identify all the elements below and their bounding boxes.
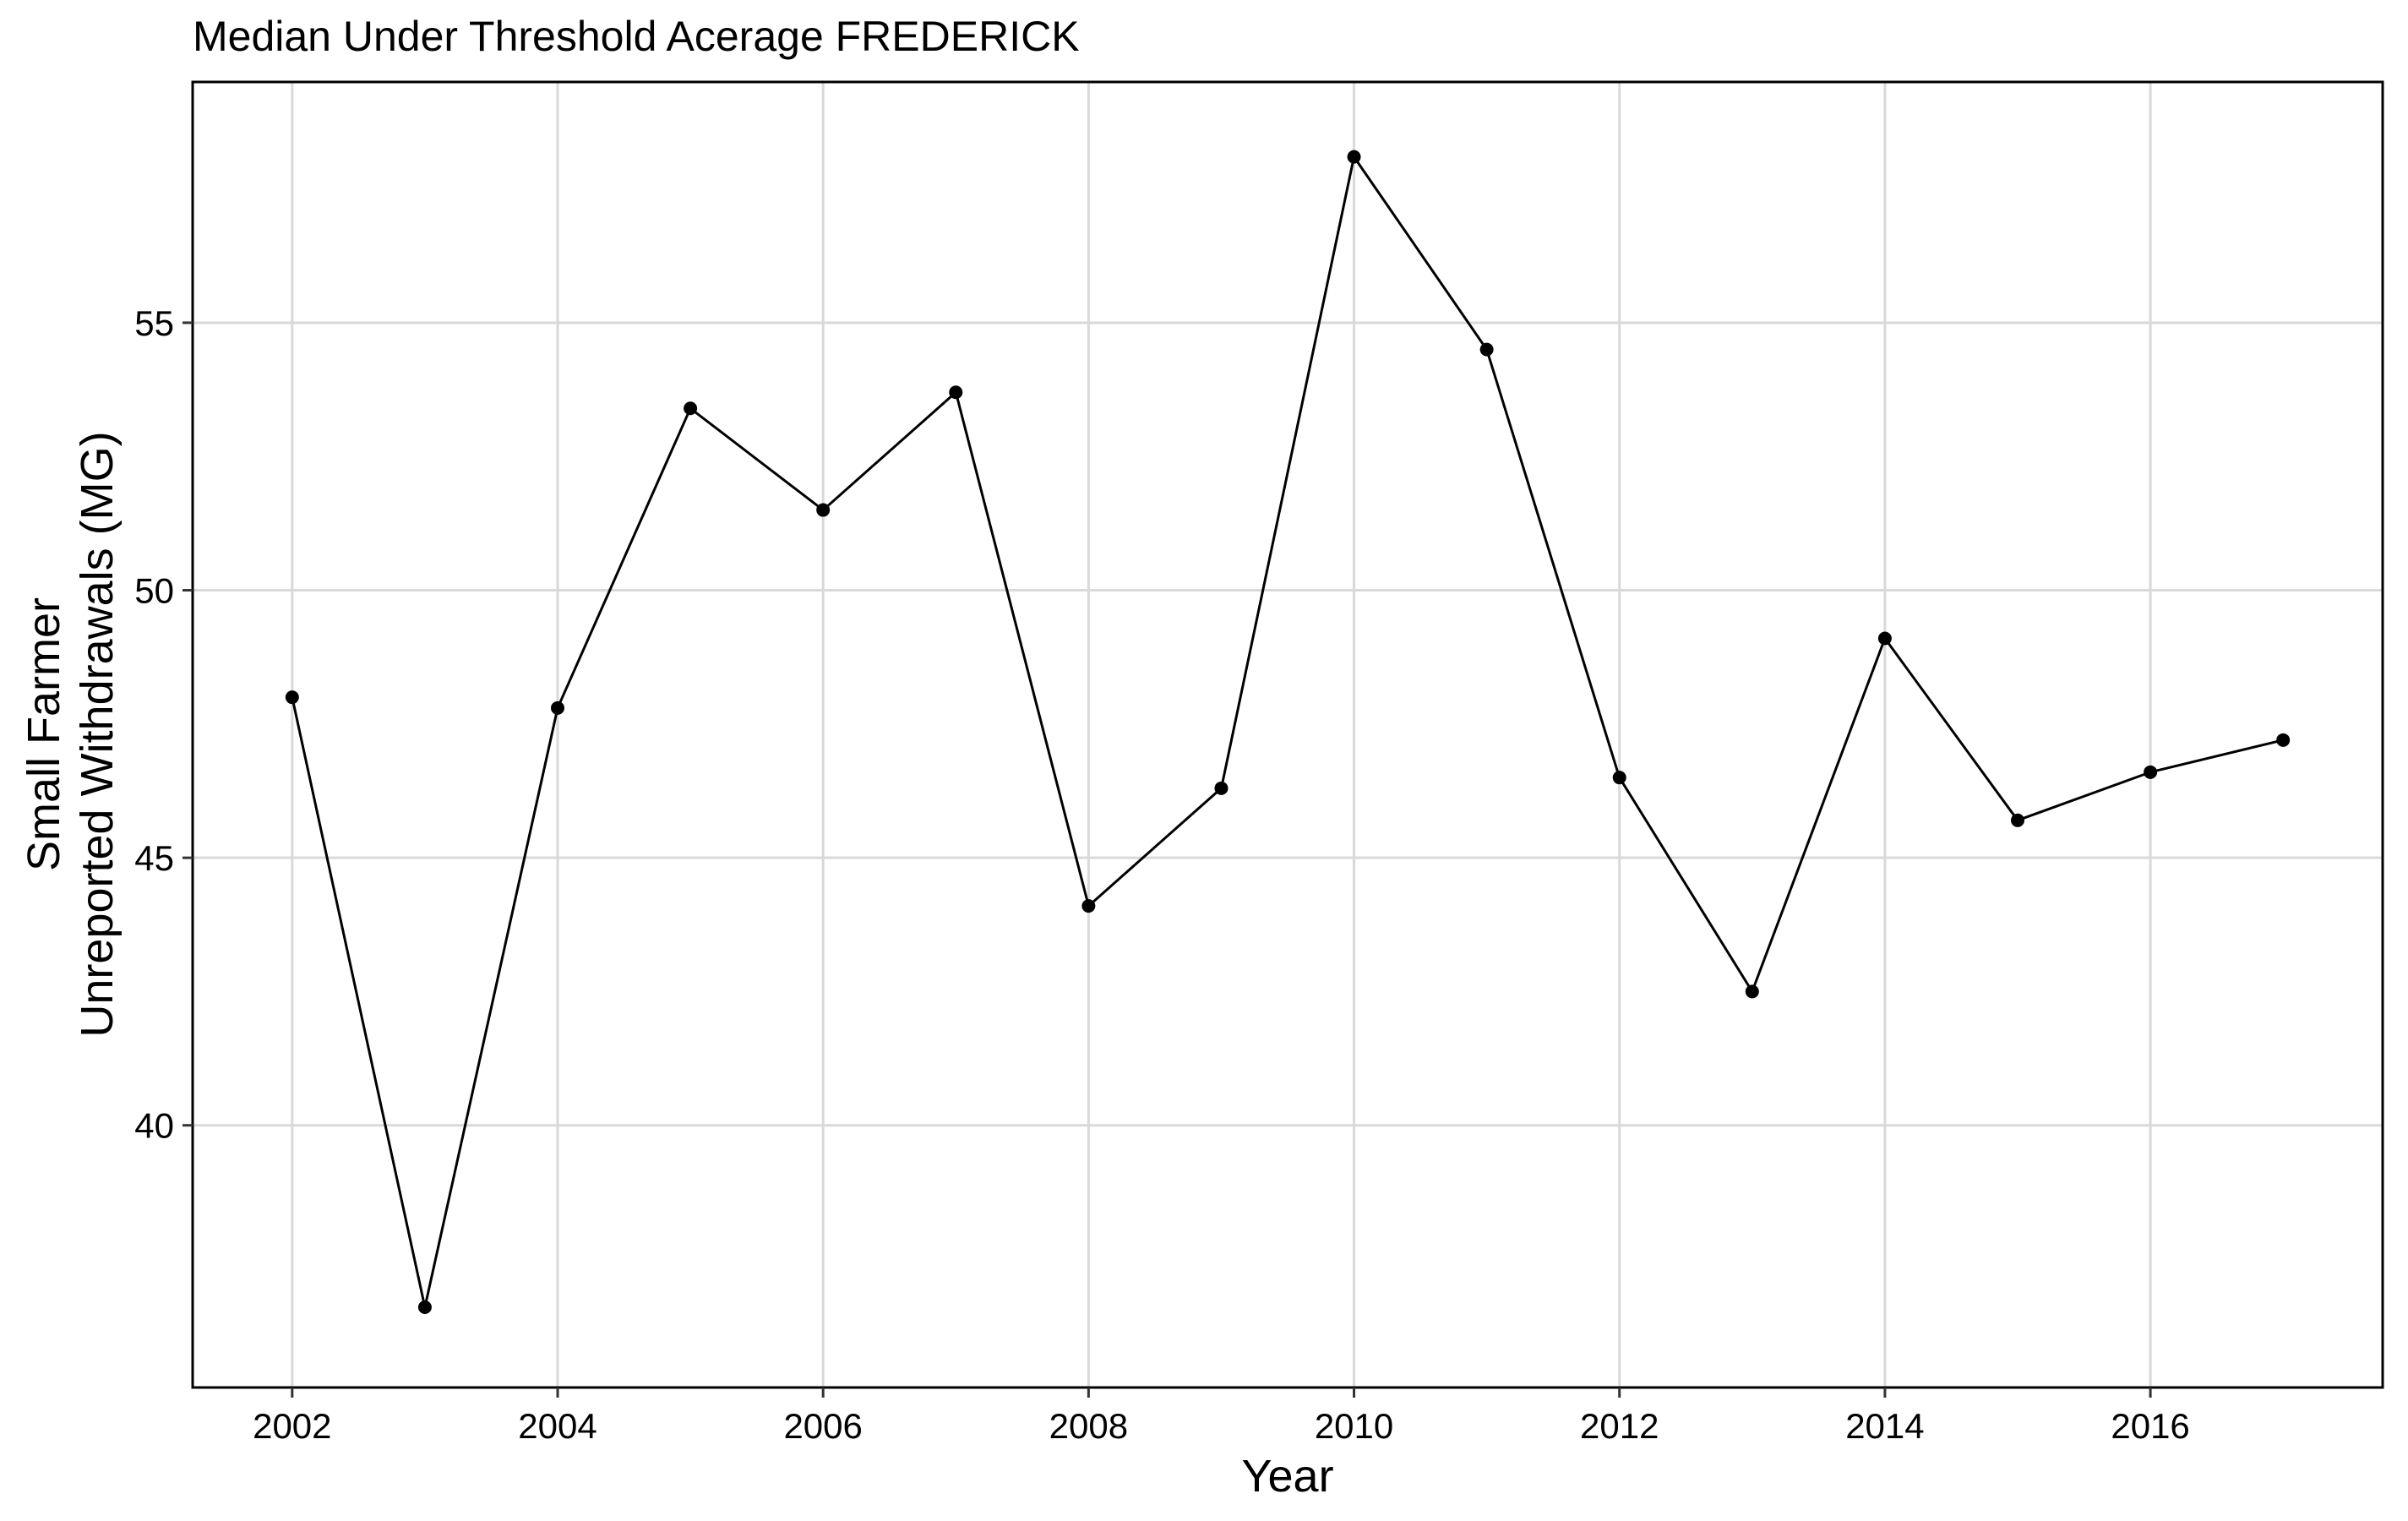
data-point	[2276, 733, 2291, 747]
x-axis-ticks: 2002 2004 2006 2008 2010 2012 2014 2016	[253, 1387, 2190, 1446]
y-tick-label: 45	[134, 838, 174, 878]
panel-border	[191, 80, 2384, 1389]
data-point	[2144, 765, 2158, 779]
data-point	[2011, 813, 2024, 827]
data-point	[1479, 342, 1494, 357]
y-axis-title-line-1: Small Farmer	[19, 597, 69, 871]
series-line	[291, 153, 2284, 1308]
x-tick-label: 2006	[783, 1406, 862, 1446]
y-axis-title: Small Farmer Unreported Withdrawals (MG)	[19, 431, 123, 1037]
series-points	[285, 150, 2291, 1315]
x-tick-label: 2004	[518, 1406, 597, 1446]
data-point	[949, 385, 963, 400]
data-point	[684, 401, 698, 416]
data-point	[1347, 150, 1361, 164]
y-tick-label: 55	[134, 303, 174, 343]
x-tick-label: 2010	[1315, 1406, 1393, 1446]
x-gridlines	[291, 82, 2152, 1387]
x-tick-label: 2008	[1049, 1406, 1128, 1446]
data-point	[816, 503, 831, 517]
x-tick-label: 2014	[1845, 1406, 1924, 1446]
data-point	[1081, 899, 1096, 913]
data-point	[285, 690, 299, 705]
chart-title: Median Under Threshold Acerage FREDERICK	[193, 13, 1080, 60]
data-point	[417, 1300, 432, 1315]
x-tick-label: 2002	[253, 1406, 331, 1446]
x-tick-label: 2016	[2111, 1406, 2189, 1446]
y-axis-ticks: 40 45 50 55	[134, 303, 193, 1146]
y-axis-title-line-2: Unreported Withdrawals (MG)	[72, 431, 123, 1037]
data-point	[1745, 984, 1759, 999]
data-point	[1877, 631, 1892, 646]
y-tick-label: 50	[134, 571, 174, 611]
data-point	[551, 701, 564, 715]
x-tick-label: 2012	[1580, 1406, 1659, 1446]
data-point	[1214, 781, 1229, 795]
y-gridlines	[193, 321, 2383, 1127]
data-point	[1612, 771, 1626, 785]
y-tick-label: 40	[134, 1106, 174, 1146]
x-axis-title: Year	[1241, 1451, 1333, 1502]
